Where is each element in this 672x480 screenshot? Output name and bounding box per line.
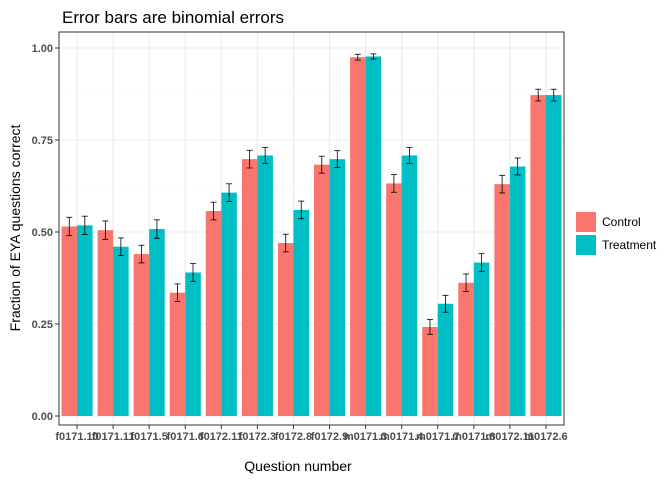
- legend-key-treatment: [576, 235, 596, 255]
- bar-control-m0171.7: [422, 326, 438, 416]
- bar-treatment-m0172.11: [509, 166, 526, 416]
- chart-title: Error bars are binomial errors: [62, 8, 284, 27]
- error-bars: [66, 53, 557, 335]
- bar-treatment-m0171.7: [437, 303, 454, 416]
- bar-control-f0171.10: [61, 226, 78, 416]
- x-tick-label: f0171.10: [55, 431, 98, 443]
- bar-treatment-f0172.9: [329, 159, 346, 417]
- bar-control-f0171.6: [169, 292, 186, 416]
- bar-treatment-f0172.11: [221, 192, 237, 416]
- x-axis: f0171.10f0171.11f0171.5f0171.6f0172.11f0…: [55, 425, 568, 443]
- bar-treatment-f0171.5: [149, 229, 165, 416]
- bar-control-m0171.8: [458, 282, 474, 416]
- bar-control-m0171.3: [350, 57, 366, 416]
- bar-control-m0172.6: [530, 95, 546, 416]
- x-tick-label: m0171.3: [344, 431, 387, 443]
- bar-treatment-f0171.6: [185, 272, 201, 416]
- x-tick-label: m0172.11: [485, 431, 534, 443]
- bar-treatment-m0172.6: [545, 95, 562, 416]
- y-axis-title: Fraction of EYA questions correct: [7, 125, 23, 332]
- bar-control-f0172.11: [205, 211, 222, 416]
- bars: [61, 56, 562, 417]
- bar-treatment-f0172.3: [257, 155, 273, 416]
- x-tick-label: f0172.11: [200, 431, 243, 443]
- bar-treatment-m0171.3: [365, 56, 382, 417]
- bar-control-f0172.9: [314, 164, 330, 416]
- y-tick-label: 0.50: [32, 227, 53, 239]
- bar-treatment-m0171.4: [401, 155, 418, 416]
- x-tick-label: f0171.5: [131, 431, 168, 443]
- x-tick-label: f0172.3: [239, 431, 276, 443]
- y-axis: 0.00 0.25 0.50 0.75 1.00: [32, 43, 59, 423]
- x-tick-label: f0171.6: [167, 431, 204, 443]
- x-tick-label: m0171.8: [452, 431, 495, 443]
- bar-treatment-m0171.8: [473, 262, 490, 416]
- x-tick-label: m0171.4: [380, 431, 424, 443]
- bar-control-f0172.8: [277, 243, 294, 416]
- y-tick-label: 0.75: [32, 135, 53, 147]
- bar-control-f0171.11: [97, 230, 114, 416]
- legend: Control Treatment: [576, 212, 657, 255]
- bar-control-m0172.11: [494, 184, 510, 416]
- bar-control-f0172.3: [241, 159, 258, 417]
- panel-border: [58, 31, 565, 426]
- y-tick-label: 0.00: [32, 411, 53, 423]
- x-tick-label: m0172.6: [524, 431, 567, 443]
- x-tick-label: f0171.11: [92, 431, 135, 443]
- bar-control-f0171.5: [133, 254, 150, 416]
- x-axis-title: Question number: [244, 458, 352, 474]
- x-tick-label: m0171.7: [416, 431, 459, 443]
- legend-label-treatment: Treatment: [602, 238, 657, 252]
- x-tick-label: f0172.8: [275, 431, 312, 443]
- bar-treatment-f0171.11: [113, 246, 129, 416]
- x-tick-label: f0172.9: [311, 431, 348, 443]
- bar-treatment-f0171.10: [77, 225, 93, 416]
- legend-key-control: [576, 212, 596, 232]
- legend-label-control: Control: [602, 215, 641, 229]
- bar-treatment-f0172.8: [293, 209, 309, 416]
- y-tick-label: 1.00: [32, 43, 53, 55]
- y-tick-label: 0.25: [32, 319, 53, 331]
- bar-control-m0171.4: [386, 183, 402, 416]
